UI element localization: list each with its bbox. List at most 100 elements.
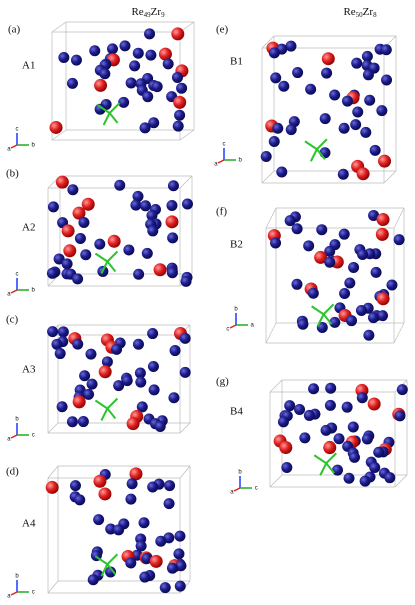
cell-edge: [51, 129, 67, 141]
re-atom: [141, 247, 153, 259]
re-atom: [83, 388, 95, 400]
panel-tag: (f): [216, 206, 227, 218]
zr-atom: [55, 175, 69, 189]
cell-edge: [383, 170, 397, 184]
panel-tag: (e): [216, 24, 229, 36]
re-atom: [58, 52, 70, 64]
re-atom: [278, 80, 290, 92]
re-atom: [54, 348, 66, 360]
re-atom: [344, 277, 356, 289]
subscript: 50: [356, 11, 364, 19]
zr-atom: [165, 215, 179, 229]
re-atom: [361, 433, 373, 445]
zr-atom: [72, 395, 86, 409]
cell-edge: [393, 207, 405, 229]
re-atom: [87, 574, 99, 586]
re-atom: [132, 47, 144, 59]
re-atom: [363, 329, 375, 341]
re-atom: [66, 416, 78, 428]
re-atom: [148, 384, 160, 396]
re-atom: [70, 54, 82, 66]
re-atom: [316, 224, 328, 236]
axis-label: b: [32, 143, 36, 149]
re-atom: [106, 43, 118, 55]
cell-edge: [393, 322, 405, 344]
bond: [311, 305, 325, 316]
re-atom: [369, 144, 381, 156]
re-atom: [307, 287, 319, 299]
bond: [304, 140, 318, 151]
re-atom: [132, 338, 144, 350]
zr-atom: [376, 213, 390, 227]
re-atom: [359, 475, 371, 487]
re-atom: [125, 493, 137, 505]
re-atom: [125, 557, 137, 569]
re-atom: [329, 316, 341, 328]
axis-label: a: [7, 437, 11, 443]
re-atom: [142, 91, 154, 103]
re-atom: [294, 403, 306, 415]
cell-edge: [261, 170, 275, 184]
re-atom: [181, 198, 193, 210]
axis-arrow: [10, 289, 18, 294]
re-atom: [171, 71, 183, 83]
re-atom: [352, 106, 364, 118]
axis-arrow: [217, 159, 225, 164]
re-atom: [154, 420, 166, 432]
re-atom: [118, 96, 130, 108]
axis-label: b: [238, 469, 242, 475]
re-atom: [369, 462, 381, 474]
re-atom: [364, 94, 376, 106]
re-atom: [145, 49, 157, 61]
re-atom: [46, 267, 58, 279]
re-atom: [61, 258, 73, 270]
re-atom: [126, 478, 138, 490]
re-atom: [346, 315, 358, 327]
re-atom: [94, 238, 106, 250]
cell-edge: [269, 474, 283, 488]
re-atom: [172, 120, 184, 132]
re-atom: [270, 237, 282, 249]
re-atom: [381, 74, 393, 86]
re-atom: [337, 168, 349, 180]
re-atom: [348, 261, 360, 273]
re-atom: [339, 287, 351, 299]
bond: [106, 260, 117, 273]
column-title: Re49Zr9: [131, 6, 165, 19]
zr-atom: [279, 441, 293, 455]
re-atom: [394, 410, 406, 422]
re-atom: [277, 416, 289, 428]
panel-label: A4: [22, 518, 36, 530]
zr-atom: [72, 206, 86, 220]
re-atom: [360, 126, 372, 138]
bond: [100, 261, 109, 274]
axis-arrow: [10, 434, 18, 439]
bond: [108, 112, 119, 124]
re-atom: [332, 464, 344, 476]
panel-label: B2: [230, 239, 243, 251]
re-atom: [105, 566, 117, 578]
cell-edge: [179, 129, 195, 141]
re-atom: [176, 82, 188, 94]
re-atom: [355, 304, 367, 316]
zr-atom: [45, 480, 59, 494]
structure-panel: (a) A1 c b a: [7, 21, 195, 153]
re-atom: [93, 514, 105, 526]
panel-tag: (d): [6, 466, 19, 478]
re-atom: [147, 481, 159, 493]
re-atom: [77, 416, 89, 428]
axis-label: a: [251, 323, 255, 329]
cell-edge: [179, 175, 193, 189]
bond: [108, 102, 121, 114]
cell-edge: [47, 422, 59, 434]
re-atom: [94, 103, 106, 115]
re-atom: [180, 275, 192, 287]
zr-atom: [171, 27, 185, 41]
re-atom: [151, 81, 163, 93]
re-atom: [370, 266, 382, 278]
element: Re: [343, 6, 355, 18]
re-atom: [138, 517, 150, 529]
zr-atom: [49, 120, 63, 134]
re-atom: [351, 57, 363, 69]
